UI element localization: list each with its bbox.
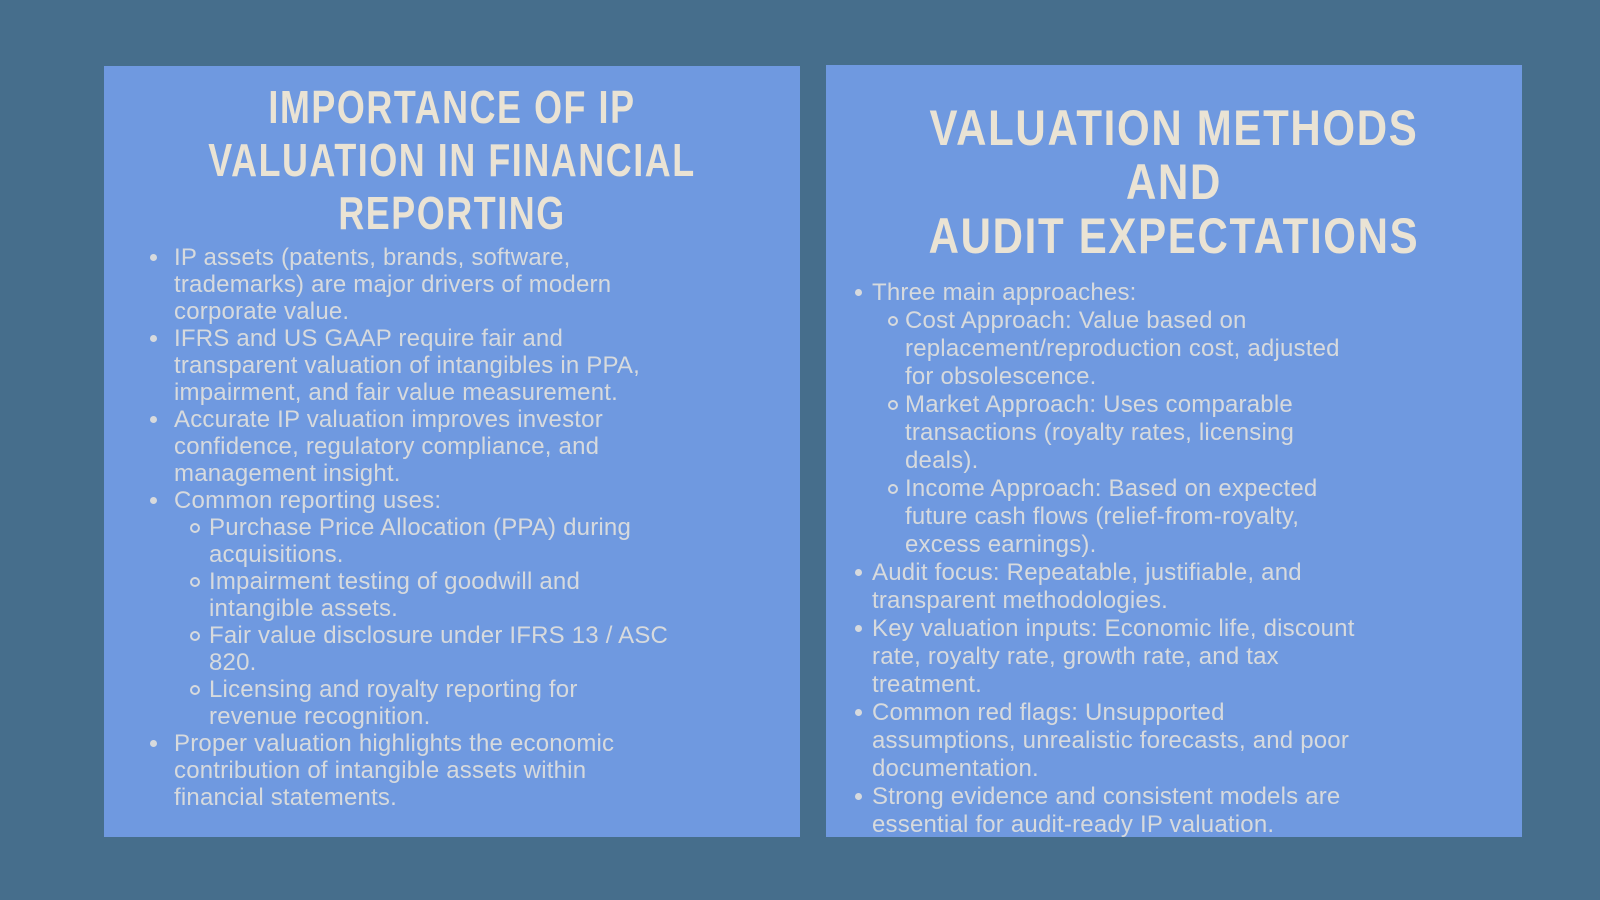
sub-bullet-item: Fair value disclosure under IFRS 13 / AS… [190,622,782,676]
sub-bullet-text: Impairment testing of goodwill and intan… [209,568,580,622]
bullet-item: Three main approaches: [855,279,1508,307]
bullet-item: Key valuation inputs: Economic life, dis… [855,615,1508,699]
bullet-circle-icon [190,568,209,587]
bullet-text: Key valuation inputs: Economic life, dis… [872,615,1355,698]
bullet-dot-icon [150,406,174,423]
bullet-circle-icon [888,475,905,494]
left-panel-list: IP assets (patents, brands, software, tr… [104,244,800,811]
sub-bullet-text: Fair value disclosure under IFRS 13 / AS… [209,622,669,676]
bullet-dot-icon [855,279,872,296]
left-panel: IMPORTANCE OF IP VALUATION IN FINANCIAL … [104,66,800,837]
sub-bullet-text: Income Approach: Based on expected futur… [905,475,1318,558]
bullet-text: Audit focus: Repeatable, justifiable, an… [872,559,1302,614]
bullet-dot-icon [150,325,174,342]
right-panel-title: VALUATION METHODS AND AUDIT EXPECTATIONS [928,100,1420,264]
bullet-text: IP assets (patents, brands, software, tr… [174,244,612,325]
bullet-text: Accurate IP valuation improves investor … [174,406,603,487]
bullet-text: IFRS and US GAAP require fair and transp… [174,325,640,406]
sub-bullet-text: Cost Approach: Value based on replacemen… [905,307,1340,390]
sub-bullet-text: Licensing and royalty reporting for reve… [209,676,578,730]
bullet-dot-icon [855,783,872,800]
bullet-dot-icon [855,699,872,716]
bullet-circle-icon [888,391,905,410]
bullet-item: IFRS and US GAAP require fair and transp… [150,325,782,406]
bullet-item: Common red flags: Unsupported assumption… [855,699,1508,783]
bullet-item: Audit focus: Repeatable, justifiable, an… [855,559,1508,615]
sub-bullet-item: Impairment testing of goodwill and intan… [190,568,782,622]
bullet-item: Common reporting uses: [150,487,782,514]
bullet-text: Common reporting uses: [174,487,442,514]
bullet-dot-icon [150,244,174,261]
sub-bullet-item: Income Approach: Based on expected futur… [888,475,1508,559]
bullet-text: Three main approaches: [872,279,1137,306]
bullet-item: IP assets (patents, brands, software, tr… [150,244,782,325]
bullet-dot-icon [855,559,872,576]
bullet-circle-icon [190,676,209,695]
left-panel-title: IMPORTANCE OF IP VALUATION IN FINANCIAL … [208,81,696,239]
bullet-circle-icon [190,514,209,533]
bullet-dot-icon [855,615,872,632]
bullet-dot-icon [150,487,174,504]
sub-bullet-item: Cost Approach: Value based on replacemen… [888,307,1508,391]
bullet-item: Accurate IP valuation improves investor … [150,406,782,487]
sub-bullet-text: Market Approach: Uses comparable transac… [905,391,1295,474]
right-panel-list: Three main approaches: Cost Approach: Va… [826,279,1522,839]
bullet-text: Strong evidence and consistent models ar… [872,783,1341,838]
bullet-circle-icon [190,622,209,641]
sub-bullet-item: Licensing and royalty reporting for reve… [190,676,782,730]
bullet-dot-icon [150,730,174,747]
bullet-circle-icon [888,307,905,326]
sub-bullet-text: Purchase Price Allocation (PPA) during a… [209,514,632,568]
bullet-item: Proper valuation highlights the economic… [150,730,782,811]
bullet-item: Strong evidence and consistent models ar… [855,783,1508,839]
bullet-text: Proper valuation highlights the economic… [174,730,615,811]
right-panel: VALUATION METHODS AND AUDIT EXPECTATIONS… [826,65,1522,839]
sub-bullet-item: Market Approach: Uses comparable transac… [888,391,1508,475]
sub-bullet-item: Purchase Price Allocation (PPA) during a… [190,514,782,568]
bullet-text: Common red flags: Unsupported assumption… [872,699,1350,782]
